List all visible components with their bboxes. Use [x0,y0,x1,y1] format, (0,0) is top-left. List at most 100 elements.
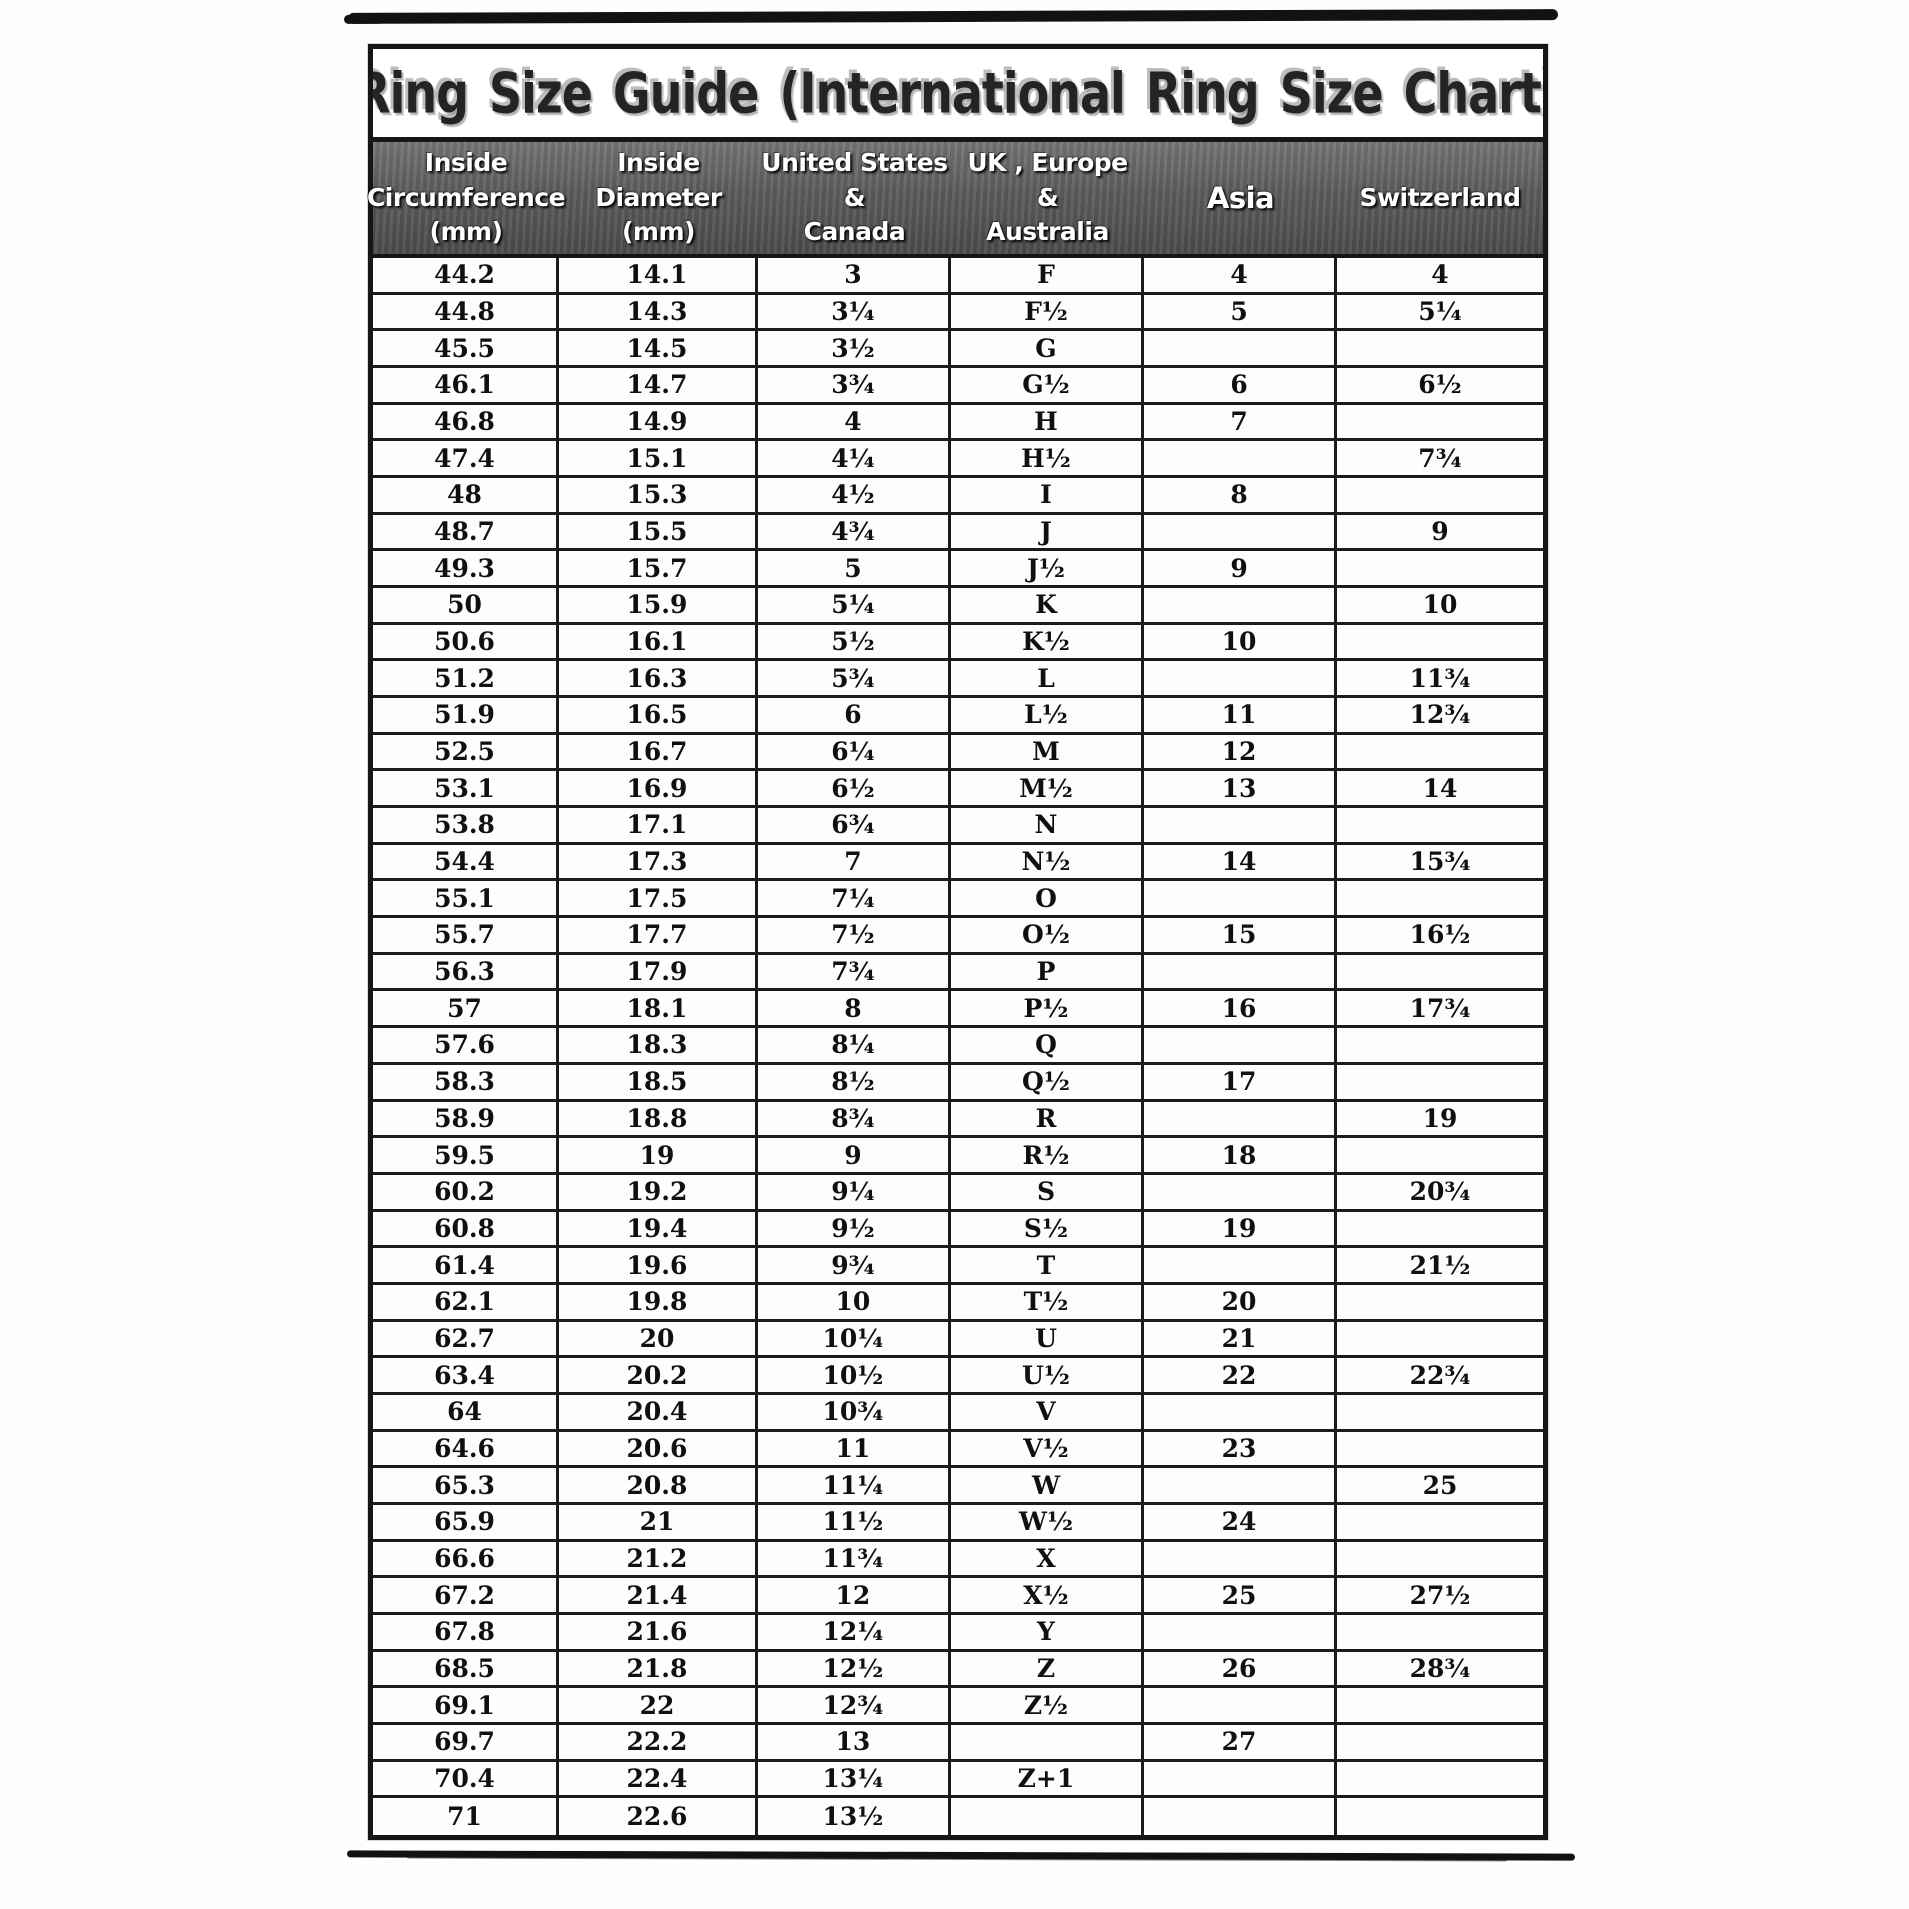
table-row: 67.2 21.4 12 X½ 25 27½ [373,1578,1543,1615]
column-header-1: Inside Circumference (mm) [366,148,566,247]
table-cell: 51.9 [373,698,560,732]
table-row: 50 15.9 5¼ K 10 [373,588,1543,625]
table-cell: 58.3 [373,1064,560,1099]
table-cell: 15.1 [559,441,758,476]
table-cell: 24 [1144,1504,1338,1539]
table-cell: S [951,1174,1144,1209]
table-cell: 15 [1144,918,1338,952]
table-row: 68.5 21.8 12½ Z 26 28¾ [373,1651,1543,1689]
table-cell [1144,1394,1338,1429]
table-cell: 11¾ [758,1541,951,1576]
column-header-3: United States & Canada [761,148,948,247]
table-cell: 16.1 [559,624,758,659]
table-row: 57 18.1 8 P½ 16 17¾ [373,991,1543,1029]
table-cell: S½ [951,1211,1144,1246]
table-cell: 60.2 [373,1174,560,1209]
table-cell: 19 [559,1138,758,1172]
table-cell: 46.1 [373,368,560,402]
table-row: 60.2 19.2 9¼ S 20¾ [373,1174,1543,1212]
table-cell [1337,478,1543,512]
table-cell [1337,331,1543,365]
table-cell: 14 [1422,773,1458,803]
table-cell: 48 [373,478,560,512]
table-cell [1337,625,1543,659]
table-cell [1144,1248,1338,1282]
table-cell: 8¾ [758,1101,951,1136]
table-cell: 69.1 [373,1688,560,1722]
table-cell: 9¾ [758,1248,951,1282]
table-cell: 22.6 [559,1798,758,1835]
table-cell: 12¾ [1409,700,1471,730]
table-cell: 18 [1144,1138,1338,1172]
table-cell: H½ [951,441,1144,476]
table-cell: X [951,1541,1144,1576]
table-cell: 44.8 [373,294,560,329]
table-row: 69.1 22 12¾ Z½ [373,1688,1543,1725]
table-cell: Y [951,1614,1144,1649]
table-cell: 48.7 [373,514,560,549]
table-cell: O [951,881,1144,916]
table-row: 46.8 14.9 4 H 7 [373,404,1543,442]
table-cell: 22.2 [559,1724,758,1759]
table-cell: 5¼ [758,588,951,622]
table-row: 48 15.3 4½ I 8 [373,478,1543,515]
table-cell: L [951,661,1144,696]
table-cell: 7 [758,844,951,879]
table-header-row: Inside Circumference (mm) Inside Diameter… [366,142,1543,258]
table-row: 69.7 22.2 13 27 [373,1724,1543,1762]
table-cell: 6 [1144,368,1338,402]
table-row: 47.4 15.1 4¼ H½ 7¾ [373,441,1543,479]
table-row: 62.1 19.8 10 T½ 20 [373,1284,1543,1322]
table-cell: 23 [1144,1431,1338,1466]
table-cell [1337,1762,1543,1796]
table-cell [1144,661,1338,696]
table-cell: 8 [758,991,951,1026]
table-cell: 11 [1144,698,1338,732]
table-cell: 18.3 [559,1028,758,1062]
table-cell [1337,881,1543,915]
column-header-5: Asia [1206,180,1275,215]
table-cell: 51.2 [373,661,560,696]
table-cell: 64.6 [373,1431,560,1466]
table-cell: 25 [1144,1578,1338,1612]
table-cell [1337,1725,1543,1759]
table-cell [1337,1615,1543,1649]
table-cell [1144,1798,1338,1835]
table-cell: 13½ [758,1798,951,1835]
table-cell: 16.3 [559,661,758,696]
table-cell [1337,1798,1543,1835]
table-cell: 15.3 [559,478,758,512]
table-cell [1337,1432,1543,1466]
table-cell: O½ [951,918,1144,952]
table-cell: 10¾ [758,1394,951,1429]
table-cell: 14.7 [559,368,758,402]
table-cell: 4 [758,404,951,439]
table-cell: 21½ [1409,1250,1471,1280]
table-cell [1337,1028,1543,1062]
table-cell: 20¾ [1409,1177,1471,1207]
ring-size-chart: Ring Size Guide (International Ring Size… [366,44,1548,1840]
table-cell: I [951,478,1144,512]
table-cell: 56.3 [373,954,560,989]
table-cell [1144,1614,1338,1649]
table-cell [1337,1395,1543,1429]
table-cell: 66.6 [373,1541,560,1576]
table-cell: 12½ [758,1651,951,1686]
table-row: 56.3 17.9 7¾ P [373,954,1543,992]
table-cell: 63.4 [373,1358,560,1392]
table-cell: 70.4 [373,1761,560,1796]
table-cell: 14.9 [559,404,758,439]
table-cell: 3¾ [758,368,951,402]
table-cell: 17.1 [559,808,758,842]
table-row: 53.8 17.1 6¾ N [373,808,1543,845]
table-cell: 22 [1144,1358,1338,1392]
table-cell: P½ [951,991,1144,1026]
table-cell: 4 [1144,258,1338,292]
table-cell: 20 [559,1321,758,1356]
table-cell: 13 [1144,771,1338,806]
table-cell: 55.1 [373,881,560,916]
table-cell [1144,1468,1338,1502]
table-cell [1337,405,1543,439]
table-cell: 5¾ [758,661,951,696]
